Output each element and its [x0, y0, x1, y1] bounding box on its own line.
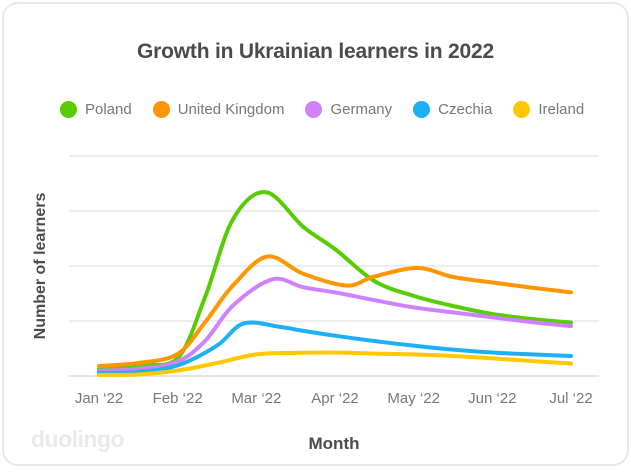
series-line-united-kingdom [97, 254, 573, 369]
legend-label: Poland [85, 100, 132, 118]
y-axis-label: Number of learners [32, 192, 49, 340]
chart-title: Growth in Ukrainian learners in 2022 [137, 40, 494, 63]
legend-item-germany: Germany [305, 100, 393, 118]
x-tick-label: May ‘22 [387, 390, 440, 407]
legend-item-czechia: Czechia [413, 100, 493, 118]
series-line-germany [97, 276, 573, 373]
legend-dot-icon [305, 100, 323, 118]
legend-dot-icon [513, 100, 531, 118]
x-tick-label: Jun ‘22 [468, 390, 517, 407]
chart-card: Growth in Ukrainian learners in 2022 Pol… [2, 2, 629, 466]
legend-item-united-kingdom: United Kingdom [152, 100, 285, 118]
x-tick-label: Jan ‘22 [74, 390, 124, 407]
legend-dot-icon [413, 100, 431, 118]
duolingo-wordmark: duolingo [31, 426, 125, 452]
series-line-ireland [97, 350, 573, 377]
legend-item-poland: Poland [60, 100, 132, 118]
legend-label: United Kingdom [177, 100, 285, 118]
x-tick-label: Mar ‘22 [231, 390, 282, 407]
legend-label: Ireland [538, 100, 585, 118]
series-line-poland [97, 190, 573, 371]
line-chart [69, 155, 599, 377]
legend-label: Germany [330, 100, 393, 118]
x-axis-label: Month [308, 434, 360, 453]
legend-dot-icon [60, 100, 77, 118]
x-tick-label: Apr ‘22 [311, 390, 359, 407]
legend-label: Czechia [438, 100, 493, 118]
legend: Poland United Kingdom Germany Czechia Irelan… [60, 99, 584, 119]
series-line-czechia [97, 320, 573, 375]
x-tick-label: Feb ‘22 [152, 390, 203, 407]
x-tick-label: Jul ‘22 [549, 390, 593, 407]
legend-item-ireland: Ireland [513, 100, 585, 118]
legend-dot-icon [152, 100, 170, 118]
